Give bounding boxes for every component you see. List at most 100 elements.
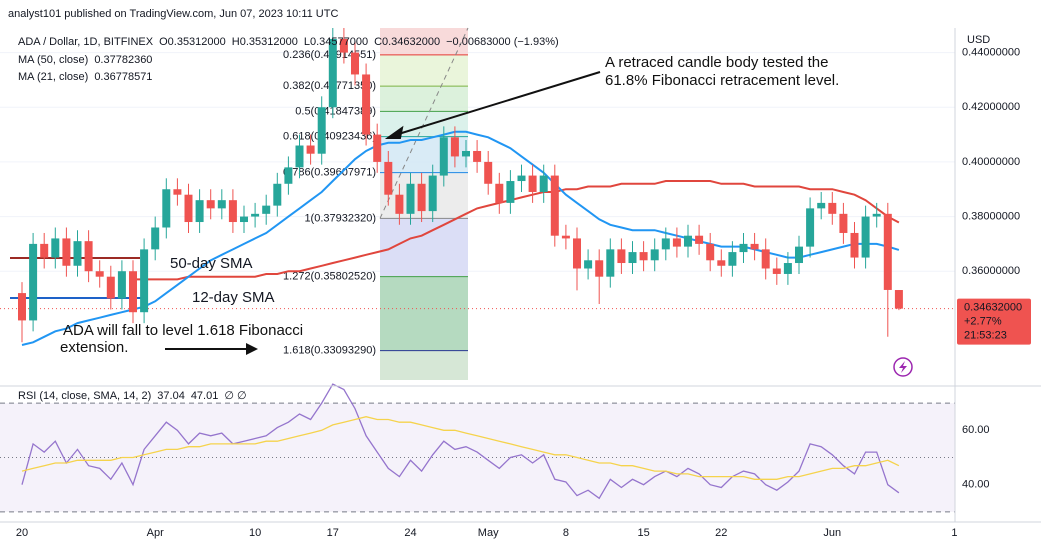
- candle-body: [184, 194, 193, 223]
- candle-body: [29, 243, 38, 321]
- candle-body: [894, 290, 903, 309]
- arrow-2: [165, 343, 258, 355]
- rsi-legend-value: 47.01: [191, 390, 219, 402]
- legend-value: 0.36778571: [94, 71, 152, 83]
- annotation: 50-day SMA: [170, 255, 253, 272]
- legend-name: MA (50, close): [18, 54, 88, 66]
- rsi-legend-title: RSI (14, close, SMA, 14, 2): [18, 390, 151, 402]
- candle-body: [684, 235, 692, 247]
- candle-body: [650, 249, 659, 261]
- fib-label: 0.5(0.41847389): [295, 105, 376, 117]
- candle-body: [195, 200, 204, 223]
- candle-body: [439, 137, 448, 176]
- arrow-head: [384, 125, 404, 139]
- candle-body: [883, 213, 892, 290]
- candle-body: [328, 38, 337, 108]
- candle-body: [506, 181, 515, 203]
- candle-body: [750, 243, 759, 250]
- price-tag-timer: 21:53:23: [964, 330, 1007, 342]
- candle-body: [717, 260, 726, 266]
- header: analyst101 published on TradingView.com,…: [8, 8, 338, 20]
- candle-body: [151, 227, 160, 250]
- candle-body: [473, 150, 482, 162]
- legend-ohlc: −0.00683000 (−1.93%): [446, 36, 559, 48]
- candle-body: [706, 243, 715, 261]
- lightning-icon: [893, 357, 913, 377]
- candle-body: [661, 238, 670, 250]
- candle-body: [73, 241, 82, 266]
- legend-title: ADA / Dollar, 1D, BITFINEX: [18, 36, 154, 48]
- price-tag-value: 0.34632000: [964, 302, 1022, 314]
- fib-label: 1(0.37932320): [304, 212, 376, 224]
- candle-body: [606, 249, 615, 277]
- price-tag: [957, 298, 1031, 345]
- candle-body: [872, 213, 881, 217]
- candle-body: [339, 38, 348, 53]
- legend-value: 0.37782360: [94, 54, 152, 66]
- candle-body: [595, 260, 604, 277]
- candle-body: [539, 175, 548, 192]
- candle-body: [84, 241, 93, 272]
- candle-body: [573, 238, 581, 269]
- candle-body: [384, 161, 393, 195]
- candle-body: [206, 200, 215, 209]
- annotation: ADA will fall to level 1.618 Fibonacci: [63, 322, 303, 339]
- rsi-tick-label: 60.00: [962, 424, 990, 436]
- candle-body: [262, 205, 271, 214]
- legend-ohlc: L0.34577000: [304, 36, 368, 48]
- price-tag-change: +2.77%: [964, 316, 1002, 328]
- arrow-head: [246, 343, 258, 355]
- x-tick-label: Jun: [823, 527, 841, 539]
- candle-body: [284, 167, 293, 184]
- candle-body: [95, 271, 104, 277]
- candle-body: [617, 249, 626, 264]
- candle-body: [495, 183, 504, 203]
- candle-body: [373, 134, 382, 162]
- fib-band: [380, 276, 468, 351]
- rsi-line: [21, 416, 900, 480]
- arrow-1: [384, 71, 601, 139]
- fib-band: [380, 218, 468, 277]
- fib-trend-line: [379, 27, 469, 219]
- annotation: extension.: [60, 339, 128, 356]
- annotation: 12-day SMA: [192, 289, 275, 306]
- x-tick-label: 22: [715, 527, 727, 539]
- candle-body: [251, 213, 260, 217]
- fib-band: [380, 54, 468, 87]
- candle-body: [140, 249, 149, 313]
- arrow-shaft: [391, 71, 601, 137]
- candle-body: [528, 175, 537, 192]
- x-tick-label: 8: [563, 527, 569, 539]
- ma-line: [133, 180, 900, 281]
- x-tick-label: 24: [404, 527, 416, 539]
- candle-body: [273, 183, 282, 206]
- candle-body: [761, 249, 770, 269]
- candle-body: [162, 189, 171, 228]
- y-tick-label: 0.42000000: [962, 101, 1020, 113]
- candle-body: [861, 216, 870, 258]
- icon-bolt: [899, 361, 907, 373]
- candle-body: [106, 276, 115, 299]
- candle-body: [728, 252, 737, 266]
- candle-body: [806, 208, 815, 247]
- candle-body: [517, 175, 526, 182]
- fib-label: 0.786(0.39607971): [283, 167, 376, 179]
- candle-body: [18, 293, 26, 321]
- candle-body: [240, 216, 248, 223]
- y-tick-label: 0.36000000: [962, 265, 1020, 277]
- x-tick-label: 10: [249, 527, 261, 539]
- background-layer: 0.236(0.43914551)0.382(0.42771350)0.5(0.…: [0, 27, 955, 513]
- candle-body: [817, 202, 826, 209]
- rsi-tick-label: 40.00: [962, 479, 990, 491]
- legend-ohlc: C0.34632000: [374, 36, 440, 48]
- candle-body: [628, 252, 637, 264]
- candle-body: [317, 107, 326, 154]
- rsi-line: [21, 383, 900, 500]
- candle-body: [351, 52, 359, 75]
- candle-body: [117, 271, 126, 299]
- candle-body: [484, 161, 493, 184]
- x-tick-label: May: [478, 527, 499, 539]
- y-tick-label: 0.40000000: [962, 156, 1020, 168]
- legend-ohlc: O0.35312000: [159, 36, 226, 48]
- fib-label: 1.618(0.33093290): [283, 345, 376, 357]
